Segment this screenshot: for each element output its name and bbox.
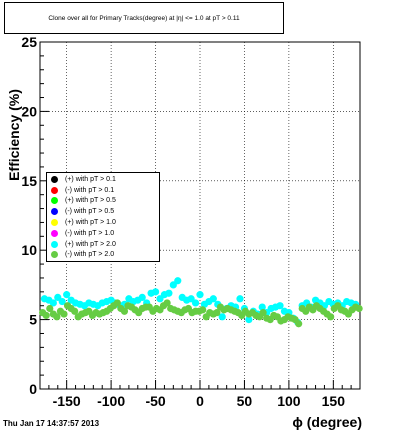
legend-marker-icon [51,240,58,248]
legend-item: (+) with pT > 1.0 [51,217,159,228]
grid-lines [40,41,360,390]
data-point-series-6 [196,291,204,299]
data-point-series-7 [120,307,129,315]
axis-ticks [39,41,361,390]
data-point-series-6 [218,313,226,321]
chart-title-text: Clone over all for Primary Tracks(degree… [48,14,240,22]
data-point-series-7 [295,320,303,328]
legend-marker-icon [51,251,58,259]
data-point-series-7 [213,309,221,317]
data-point-series-7 [259,309,267,317]
data-point-series-6 [258,303,266,311]
legend-label: (-) with pT > 0.5 [65,208,115,216]
data-point-series-6 [49,299,57,307]
legend-item: (+) with pT > 2.0 [51,239,159,250]
data-point-series-6 [191,299,200,307]
legend-item: (+) with pT > 0.1 [51,174,159,185]
y-tick-label: 25 [21,34,37,50]
legend-item: (+) with pT > 0.5 [51,196,159,207]
data-point-series-6 [58,297,66,306]
data-point-series-7 [327,313,335,321]
legend-marker-icon [51,197,58,205]
legend-item: (-) with pT > 2.0 [51,250,159,261]
legend-label: (+) with pT > 2.0 [65,240,116,248]
legend-item: (-) with pT > 1.0 [51,228,159,239]
x-tick-label: -150 [53,393,81,409]
data-point-series-6 [245,316,253,324]
legend-label: (-) with pT > 0.1 [65,186,115,194]
legend-label: (+) with pT > 0.1 [65,175,116,183]
data-point-series-6 [174,277,182,285]
legend-marker-icon [51,208,58,216]
legend-label: (-) with pT > 2.0 [65,251,115,259]
data-point-series-7 [71,307,79,315]
legend-label: (+) with pT > 1.0 [65,219,116,227]
x-tick-label: -50 [145,393,165,409]
tick-labels: -150 -100 -50 0 50 100 150 0 5 10 15 20 25 [21,34,345,409]
chart-title: Clone over all for Primary Tracks(degree… [4,2,284,34]
y-axis-title: Efficiency (%) [6,89,22,181]
x-tick-label: 100 [277,393,301,409]
data-point-series-6 [151,288,160,296]
legend-label: (-) with pT > 1.0 [65,229,115,237]
legend-label: (+) with pT > 0.5 [65,197,116,205]
legend-item: (-) with pT > 0.5 [51,206,159,217]
data-point-series-7 [199,306,207,314]
data-point-series-6 [276,302,284,310]
data-points [39,277,363,328]
legend-marker-icon [51,229,58,237]
data-point-series-7 [113,299,121,307]
x-axis-title: ϕ (degree) [292,414,362,430]
data-point-series-7 [46,304,54,313]
y-tick-label: 10 [21,242,37,258]
x-tick-label: 50 [237,393,253,409]
data-point-series-7 [42,311,50,320]
y-tick-label: 0 [29,381,37,397]
data-point-series-6 [165,289,173,297]
data-point-series-6 [236,295,244,303]
legend-marker-icon [51,186,58,194]
x-tick-label: -100 [97,393,125,409]
data-point-series-7 [163,299,171,307]
x-tick-label: 150 [322,393,346,409]
y-tick-label: 20 [21,103,37,119]
data-point-series-7 [53,313,61,321]
y-tick-label: 15 [21,173,37,189]
y-tick-label: 5 [29,312,37,328]
legend: (+) with pT > 0.1 (-) with pT > 0.1 (+) wi… [46,172,160,262]
x-tick-label: 0 [196,393,204,409]
data-point-series-6 [63,291,71,299]
data-point-series-7 [60,310,68,318]
data-point-series-6 [209,295,217,303]
legend-marker-icon [51,219,58,227]
legend-item: (-) with pT > 0.1 [51,185,159,196]
legend-marker-icon [51,175,58,183]
timestamp: Thu Jan 17 14:37:57 2013 [3,419,100,428]
data-point-series-6 [138,293,146,301]
data-point-series-7 [355,304,363,313]
